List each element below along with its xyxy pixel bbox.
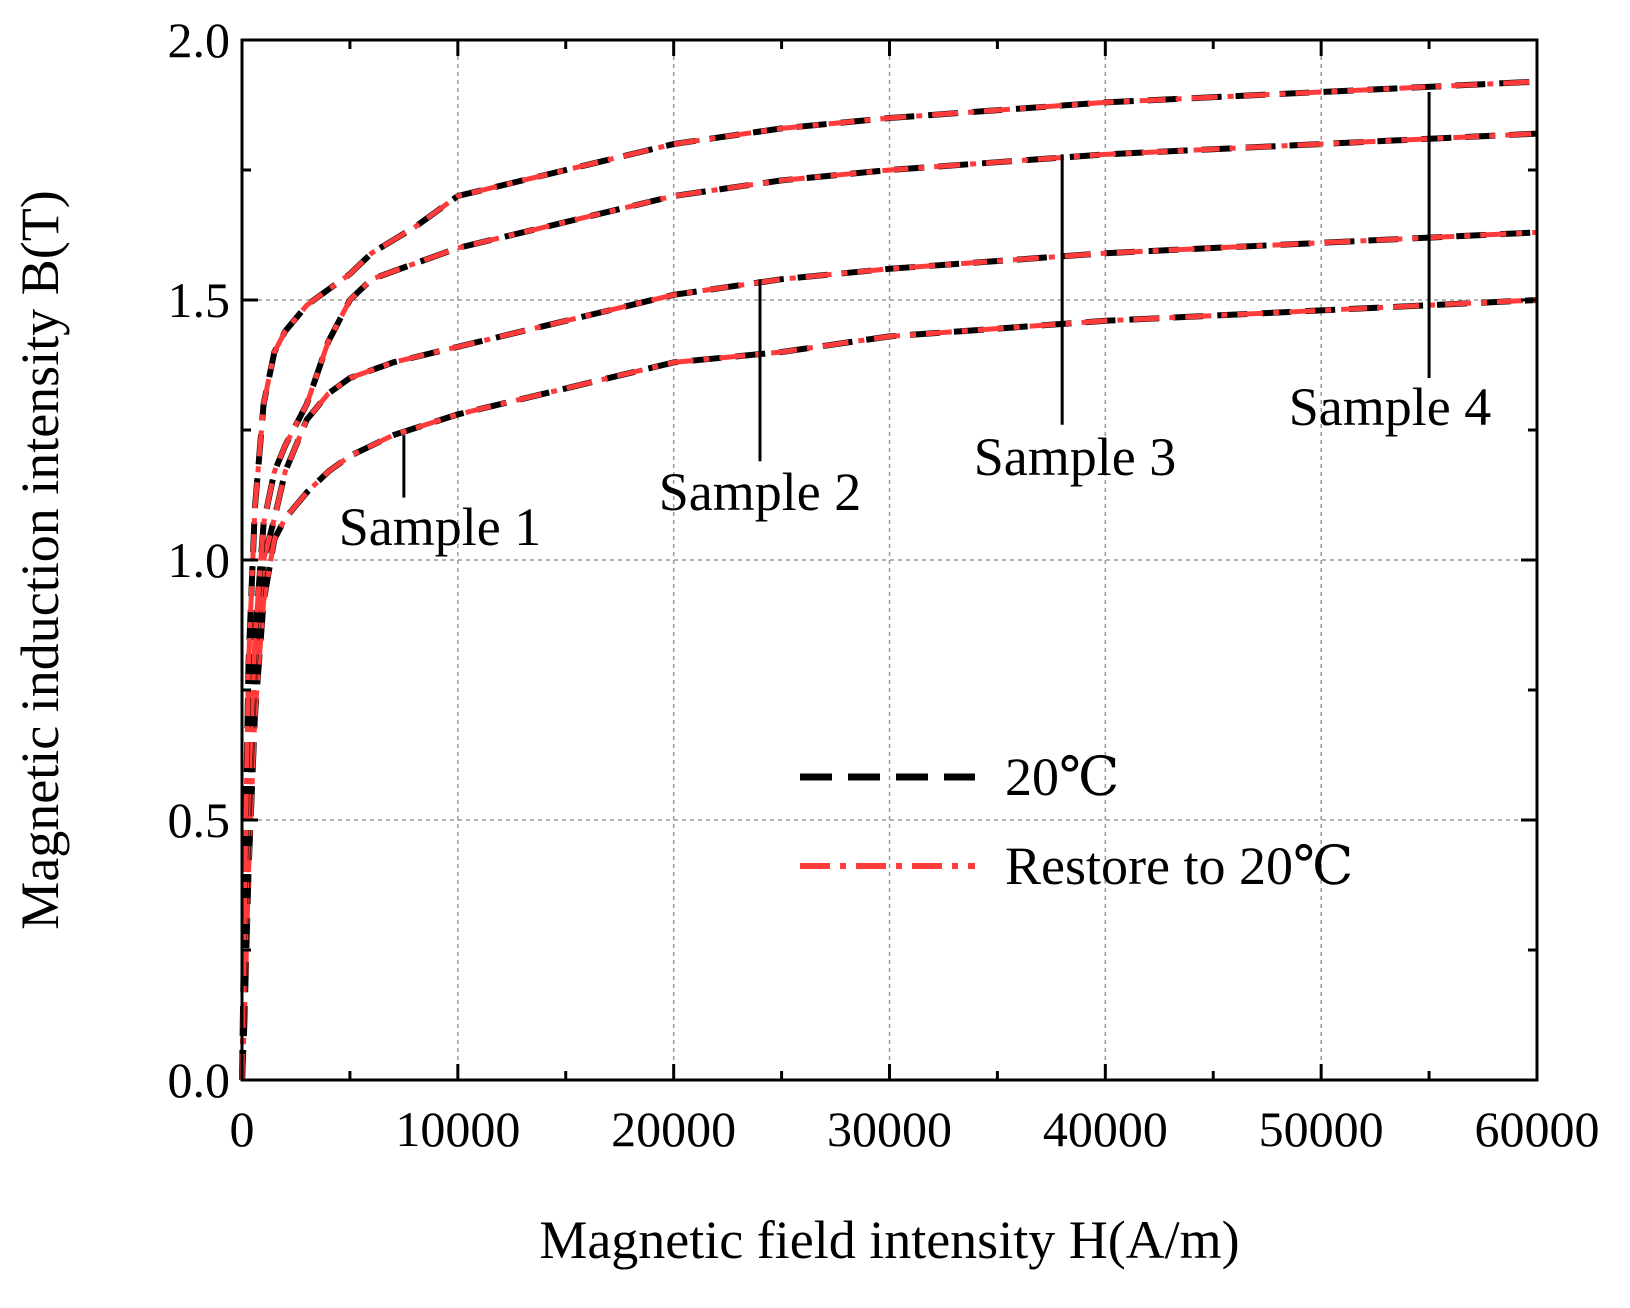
legend-label-restore: Restore to 20℃ [1005, 836, 1353, 896]
x-axis-title: Magnetic field intensity H(A/m) [539, 1210, 1239, 1270]
annotation-label-sample-3: Sample 3 [974, 427, 1176, 487]
legend: 20℃ Restore to 20℃ [800, 747, 1353, 896]
x-tick-label: 50000 [1259, 1101, 1384, 1157]
x-tick-label: 60000 [1475, 1101, 1600, 1157]
y-tick-label: 2.0 [168, 12, 231, 68]
x-tick-label: 0 [230, 1101, 255, 1157]
annotation-layer: Sample 1 Sample 2 Sample 3 Sample 4 [339, 92, 1491, 557]
series-layer [239, 78, 1538, 1081]
series-line-restore-sample-3 [239, 131, 1538, 1081]
grid-layer [242, 40, 1537, 1080]
series-line-restore-sample-4 [239, 79, 1538, 1081]
y-tick-label: 1.5 [168, 272, 231, 328]
tick-layer: 0 10000 20000 30000 40000 50000 60000 0.0 0.5 1.0… [168, 12, 1600, 1157]
y-axis-title: Magnetic induction intensity B(T) [10, 190, 70, 929]
annotation-label-sample-1: Sample 1 [339, 497, 541, 557]
y-tick-label: 0.5 [168, 792, 231, 848]
legend-label-20c: 20℃ [1005, 747, 1119, 807]
x-tick-label: 30000 [827, 1101, 952, 1157]
x-tick-label: 40000 [1043, 1101, 1168, 1157]
y-tick-label: 0.0 [168, 1052, 231, 1108]
x-tick-label: 10000 [395, 1101, 520, 1157]
annotation-label-sample-4: Sample 4 [1289, 377, 1491, 437]
x-tick-label: 20000 [611, 1101, 736, 1157]
y-tick-label: 1.0 [168, 532, 231, 588]
annotation-label-sample-2: Sample 2 [659, 462, 861, 522]
